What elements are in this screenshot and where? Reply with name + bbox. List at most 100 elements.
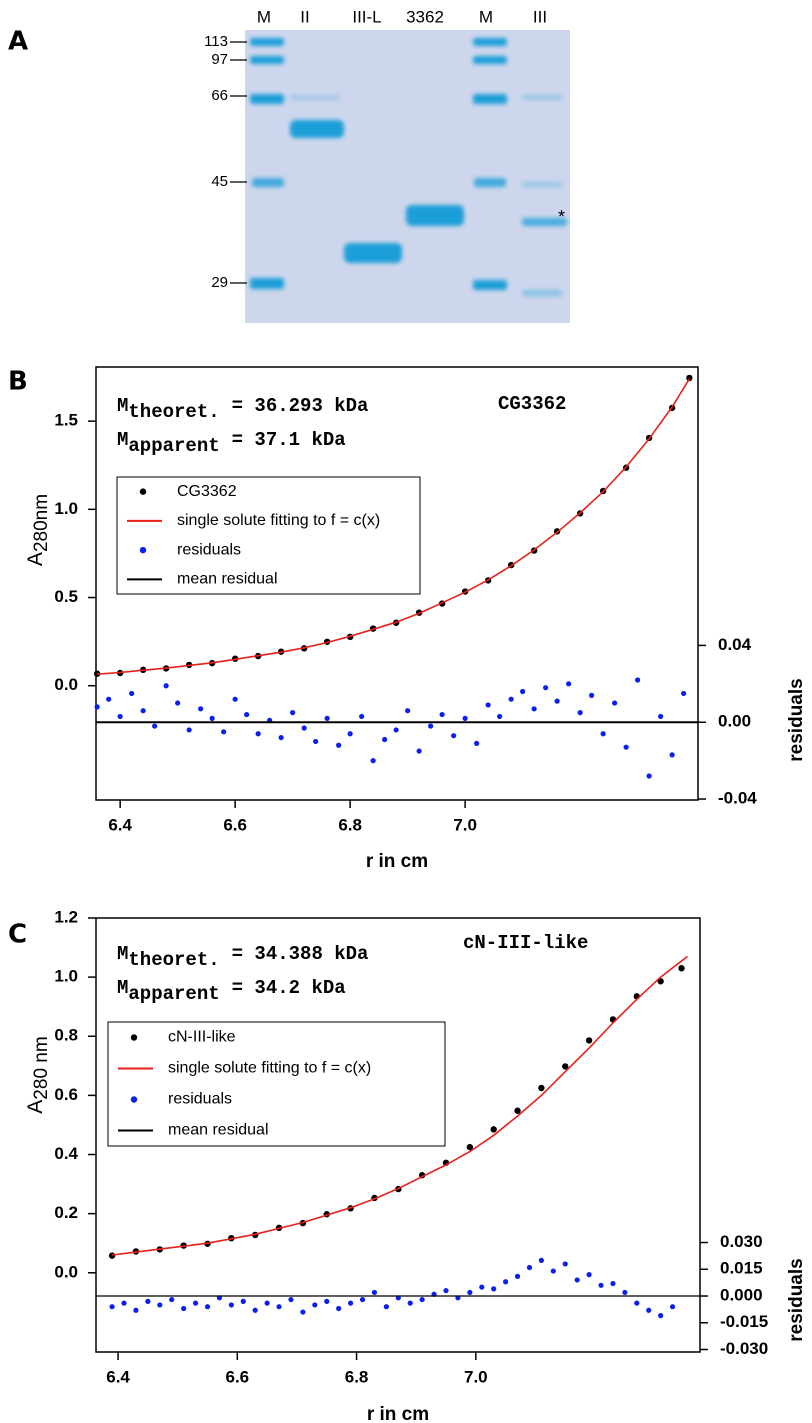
legend-label: single solute fitting to f = c(x) [168,1060,371,1077]
lane-label: M [479,7,493,26]
y-axis-label: A280nm [24,494,52,566]
data-point [276,1304,282,1310]
annotation-text: = 34.388 kDa [232,943,369,965]
data-point [221,729,227,735]
data-point [324,715,330,721]
data-point [550,1268,556,1274]
y-tick-label: 0.8 [54,1026,78,1045]
data-point [554,698,560,704]
annotation: Mapparent = 37.1 kDa [117,429,346,457]
data-point [635,677,641,683]
data-point [407,1300,413,1306]
data-point [646,773,652,779]
panel-label: A [8,27,28,57]
y-axis-label-sub: 280nm [31,494,52,552]
marker-label: 29 [211,274,228,291]
data-point [514,1107,521,1114]
asterisk: * [558,207,565,227]
y2-tick-label: -0.015 [720,1312,768,1331]
data-point [589,692,595,698]
data-point [370,758,376,764]
plot: 6.4 6.6 6.8 7.0 0.0 0.5 1.0 1.5 -0.04 0.00 0.04 r i… [24,366,807,872]
y-tick-label: 0.0 [54,1262,78,1281]
plot-frame [95,366,699,801]
legend-label: residuals [177,541,241,558]
y-tick-label: 0.5 [54,587,78,606]
legend-label: mean residual [177,571,278,588]
y-axis-label-main: A [24,552,47,566]
y-tick-label: 0.2 [54,1203,78,1222]
legend-label: mean residual [168,1122,269,1139]
marker-label: 113 [204,33,228,50]
data-point [133,1307,139,1313]
data-point [405,708,411,714]
data-point [347,731,353,737]
data-point [462,715,468,721]
y2-tick-label: 0.00 [718,712,751,731]
data-point [681,690,687,697]
x-tick-label: 6.4 [106,1367,130,1386]
data-point [157,1302,163,1308]
annotation-text: = 36.293 kDa [232,395,369,417]
data-point [622,1289,628,1296]
data-point [669,1304,676,1310]
data-point [290,710,296,716]
data-point [428,723,434,729]
y2-tick-label: -0.04 [718,789,757,808]
y-tick-label: 1.0 [54,499,78,518]
legend-label: cN-III-like [168,1029,236,1046]
data-point [117,713,123,720]
data-point [140,708,146,714]
data-point [531,706,537,712]
data-point [491,1286,497,1292]
marker-label: 66 [211,87,228,104]
data-point [106,696,112,702]
x-tick-label: 6.8 [345,1367,369,1386]
data-point [610,1280,616,1287]
panel-label: C [8,920,27,950]
data-point [678,965,685,972]
data-point [520,688,526,695]
data-point [94,704,100,710]
y-tick-label: 1.5 [54,411,78,430]
data-point [658,713,664,720]
annotation-text: = 34.2 kDa [232,977,346,999]
data-point [416,748,422,754]
y-tick-label: 1.0 [54,967,78,986]
marker-label: 45 [211,173,228,190]
fit-line [112,955,688,1256]
x-tick-label: 6.8 [338,815,362,834]
data-point [466,1143,474,1151]
data-point [198,706,204,712]
data-point [479,1284,485,1290]
data-point [467,1289,473,1296]
data-point [503,1279,509,1285]
annotation-text: = 37.1 kDa [232,429,346,451]
y-axis-label-main: A [24,1100,47,1114]
data-point [577,710,583,716]
data-point [301,725,307,731]
y-tick-label: 0.0 [54,675,78,694]
legend-marker [130,1096,138,1103]
data-point [255,731,261,737]
data-point [669,752,675,758]
data-point [612,700,618,706]
annotation-symbol: M [117,429,128,451]
y2-tick-label: 0.04 [718,635,752,654]
y2-tick-label: -0.030 [720,1339,768,1358]
data-point [264,1300,270,1306]
sample-label: cN-III-like [463,932,588,954]
data-point [497,713,503,720]
lane-label: 3362 [406,7,444,26]
lane-label: II [300,7,309,26]
data-point [244,711,250,718]
x-tick-label: 6.6 [223,815,247,834]
annotation: Mapparent = 34.2 kDa [117,977,346,1005]
legend-label: CG3362 [177,483,237,500]
y2-axis-label: residuals [786,1258,807,1341]
lane-label: III-L [352,7,381,26]
x-axis-label: r in cm [366,851,428,872]
data-point [145,1298,151,1304]
data-point [490,1126,497,1133]
